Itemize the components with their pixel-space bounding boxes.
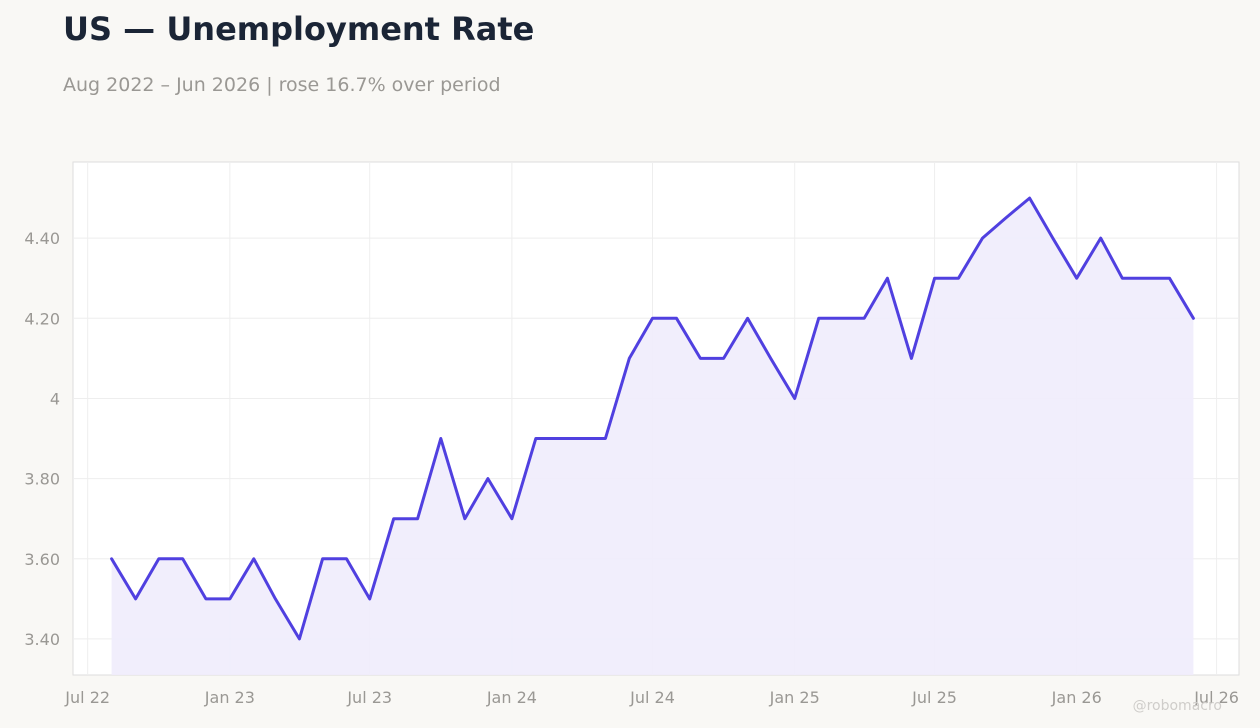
x-tick-label: Jul 23 bbox=[346, 688, 392, 707]
unemployment-line bbox=[110, 196, 1195, 641]
x-tick-label: Jan 23 bbox=[204, 688, 255, 707]
y-tick-label: 3.40 bbox=[24, 630, 60, 649]
y-tick-label: 4 bbox=[50, 389, 60, 408]
x-axis-ticks: Jul 22 Jan 23 Jul 23 Jan 24 Jul 24 Jan 25 Jul … bbox=[64, 688, 1239, 707]
y-tick-label: 4.40 bbox=[24, 229, 60, 248]
x-tick-label: Jul 24 bbox=[629, 688, 675, 707]
y-tick-label: 4.20 bbox=[24, 309, 60, 328]
x-tick-label: Jul 22 bbox=[64, 688, 110, 707]
x-tick-label: Jul 26 bbox=[1193, 688, 1239, 707]
series-line bbox=[110, 196, 1195, 641]
x-tick-label: Jul 25 bbox=[911, 688, 957, 707]
x-tick-label: Jan 26 bbox=[1051, 688, 1102, 707]
watermark: @robomacro bbox=[1133, 698, 1222, 714]
y-tick-label: 3.80 bbox=[24, 470, 60, 489]
y-axis-ticks: 3.40 3.60 3.80 4 4.20 4.40 bbox=[24, 229, 60, 649]
series-area-fill bbox=[111, 198, 1194, 675]
chart-subtitle: Aug 2022 – Jun 2026 | rose 16.7% over pe… bbox=[63, 74, 501, 96]
x-tick-label: Jan 25 bbox=[769, 688, 820, 707]
area-fill bbox=[111, 198, 1194, 675]
x-tick-label: Jan 24 bbox=[486, 688, 537, 707]
chart-title: US — Unemployment Rate bbox=[63, 10, 535, 48]
y-tick-label: 3.60 bbox=[24, 550, 60, 569]
